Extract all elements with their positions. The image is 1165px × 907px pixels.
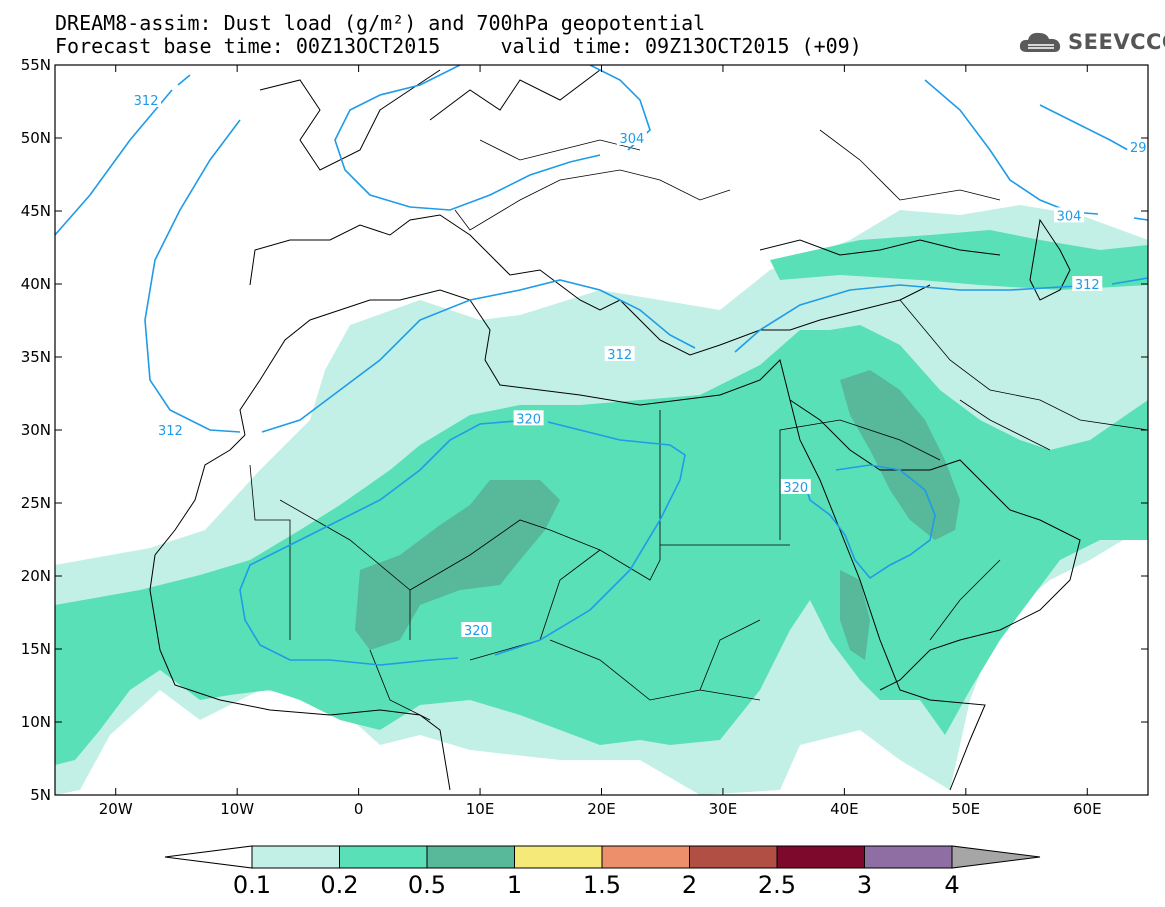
- forecast-times: Forecast base time: 00Z13OCT2015 valid t…: [55, 34, 862, 58]
- colorbar-segment: [689, 845, 778, 869]
- lon-tick-label: 40E: [830, 800, 859, 818]
- colorbar-label: 0.2: [320, 871, 358, 899]
- country-borders: [249, 129, 1148, 721]
- contour-label: 312: [158, 424, 183, 439]
- lat-tick-label: 55N: [21, 56, 51, 74]
- contour-labels: 312 304 29 304 312 312 312 320 320 320: [131, 92, 1150, 639]
- dust-area-dark-redsea: [840, 570, 870, 660]
- longitude-axis: 20W 10W 0 10E 20E 30E 40E 50E 60E: [99, 65, 1102, 818]
- contour-label-bg: [780, 478, 811, 494]
- contour-296-east: [1039, 104, 1129, 151]
- contour-label: 320: [783, 481, 808, 496]
- contour-label-bg: [461, 622, 492, 638]
- lat-tick-label: 15N: [21, 640, 51, 658]
- seevccc-logo: SEEVCCC: [1018, 28, 1165, 56]
- coastlines-borders: [149, 69, 1148, 791]
- contour-label-bg: [616, 130, 647, 145]
- lat-tick-label: 10N: [21, 713, 51, 731]
- lon-tick-label: 0: [354, 800, 364, 818]
- arabia-coastline: [789, 399, 1081, 691]
- contour-label-bg: [604, 346, 635, 362]
- contour-label-bg: [513, 410, 544, 426]
- contour-label: 29: [1130, 141, 1147, 156]
- europe-north-coastline: [259, 69, 601, 171]
- colorbar-label: 2: [682, 871, 697, 899]
- lat-tick-label: 5N: [30, 786, 51, 804]
- lon-tick-label: 20E: [587, 800, 616, 818]
- contour-label: 312: [607, 348, 632, 363]
- colorbar-segment: [339, 845, 428, 869]
- lon-tick-label: 30E: [709, 800, 738, 818]
- contour-label-bg: [1072, 276, 1103, 291]
- colorbar-label: 1.5: [583, 871, 621, 899]
- lat-tick-label: 40N: [21, 275, 51, 293]
- contour-label: 320: [516, 412, 541, 427]
- contour-label-bg: [1054, 207, 1085, 223]
- dust-area-mid-north: [770, 230, 1148, 290]
- contour-312-loop: [144, 119, 1148, 433]
- contour-label: 304: [1057, 209, 1082, 224]
- contour-label: 312: [1075, 278, 1100, 293]
- contour-312-west: [55, 74, 191, 236]
- lon-tick-label: 50E: [952, 800, 981, 818]
- contour-304: [334, 65, 651, 211]
- colorbar-over-arrow: [951, 845, 1041, 869]
- lat-tick-label: 30N: [21, 421, 51, 439]
- logo-text: SEEVCCC: [1068, 30, 1165, 54]
- geopotential-contours: [55, 65, 1148, 666]
- lon-tick-label: 60E: [1073, 800, 1102, 818]
- colorbar-segment: [251, 845, 340, 869]
- colorbar-segment: [601, 845, 690, 869]
- dust-area-dark-arabia: [840, 370, 960, 540]
- caspian-blacksea-coastline: [759, 218, 1071, 301]
- contour-label: 304: [619, 132, 644, 147]
- colorbar-segment: [776, 845, 865, 869]
- contour-label: 312: [134, 94, 159, 109]
- contour-label: 320: [464, 624, 489, 639]
- contour-label-bg: [155, 422, 186, 437]
- latitude-axis: 55N 50N 45N 40N 35N 30N 25N 20N 15N 10N 5N: [21, 56, 1148, 804]
- contour-304-east: [924, 79, 1148, 221]
- contour-label-bg: [131, 92, 162, 108]
- lon-tick-label: 10E: [466, 800, 495, 818]
- colorbar-under-arrow: [164, 845, 253, 869]
- map-title: DREAM8-assim: Dust load (g/m²) and 700hP…: [55, 11, 706, 35]
- lat-tick-label: 45N: [21, 202, 51, 220]
- lon-tick-label: 20W: [99, 800, 133, 818]
- lat-tick-label: 35N: [21, 348, 51, 366]
- lat-tick-label: 25N: [21, 494, 51, 512]
- europe-coastline: [249, 214, 931, 356]
- lon-tick-label: 10W: [220, 800, 254, 818]
- dust-area-dark-sahara: [355, 480, 560, 650]
- colorbar-label: 4: [944, 871, 959, 899]
- dust-load-field: [55, 205, 1148, 795]
- contour-320-arabia: [804, 464, 936, 580]
- colorbar-segment: [864, 845, 953, 869]
- colorbar-segment: [426, 845, 515, 869]
- lat-tick-label: 20N: [21, 567, 51, 585]
- africa-west-coastline: [149, 434, 451, 791]
- lat-tick-label: 50N: [21, 129, 51, 147]
- colorbar-label: 3: [857, 871, 872, 899]
- colorbar-segment: [514, 845, 603, 869]
- cloud-logo-icon: [1019, 32, 1061, 52]
- contour-320-sahara: [239, 420, 686, 666]
- colorbar-label: 0.5: [408, 871, 446, 899]
- colorbar-label: 0.1: [233, 871, 271, 899]
- colorbar: 0.1 0.2 0.5 1 1.5 2 2.5 3 4: [164, 845, 1041, 899]
- africa-coastline: [239, 289, 986, 791]
- contour-label-bg: [1127, 138, 1150, 154]
- colorbar-label: 1: [507, 871, 522, 899]
- colorbar-label: 2.5: [758, 871, 796, 899]
